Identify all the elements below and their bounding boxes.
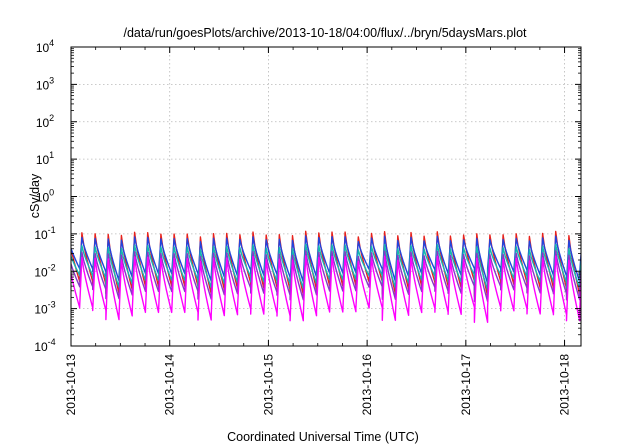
y-tick-label: 10-4 bbox=[34, 337, 55, 354]
y-tick-exponent: 1 bbox=[49, 150, 54, 160]
chart-title: /data/run/goesPlots/archive/2013-10-18/0… bbox=[123, 26, 527, 40]
y-axis-label: cSv/day bbox=[28, 173, 42, 218]
y-tick-label: 103 bbox=[36, 75, 54, 92]
x-tick-label: 2013-10-17 bbox=[459, 354, 473, 416]
y-tick-exponent: -3 bbox=[48, 300, 56, 310]
y-tick-exponent: 4 bbox=[49, 38, 54, 48]
series-line bbox=[71, 243, 581, 291]
x-tick-label: 2013-10-14 bbox=[163, 354, 177, 416]
x-axis-label: Coordinated Universal Time (UTC) bbox=[227, 430, 419, 444]
series-line bbox=[71, 255, 581, 323]
y-tick-label: 101 bbox=[36, 150, 54, 167]
y-tick-exponent: 0 bbox=[49, 188, 54, 198]
grid bbox=[71, 47, 581, 346]
x-axis: 2013-10-13 2013-10-14 2013-10-15 2013-10-16… bbox=[64, 47, 572, 415]
y-tick-label: 10-1 bbox=[34, 225, 55, 242]
y-tick-label: 102 bbox=[36, 113, 54, 130]
y-tick-exponent: -1 bbox=[48, 225, 56, 235]
series-line bbox=[71, 250, 581, 303]
y-tick-exponent: 2 bbox=[49, 113, 54, 123]
plot-series bbox=[71, 230, 581, 323]
y-tick-exponent: -2 bbox=[48, 262, 56, 272]
x-tick-label: 2013-10-13 bbox=[64, 354, 78, 416]
y-tick-label: 10-2 bbox=[34, 262, 55, 279]
y-tick-exponent: 3 bbox=[49, 75, 54, 85]
x-tick-label: 2013-10-16 bbox=[360, 354, 374, 416]
x-tick-label: 2013-10-15 bbox=[261, 354, 275, 416]
x-tick-label: 2013-10-18 bbox=[558, 354, 572, 416]
y-tick-exponent: -4 bbox=[48, 337, 56, 347]
y-tick-label: 10-3 bbox=[34, 300, 55, 317]
y-tick-label: 104 bbox=[36, 38, 54, 55]
